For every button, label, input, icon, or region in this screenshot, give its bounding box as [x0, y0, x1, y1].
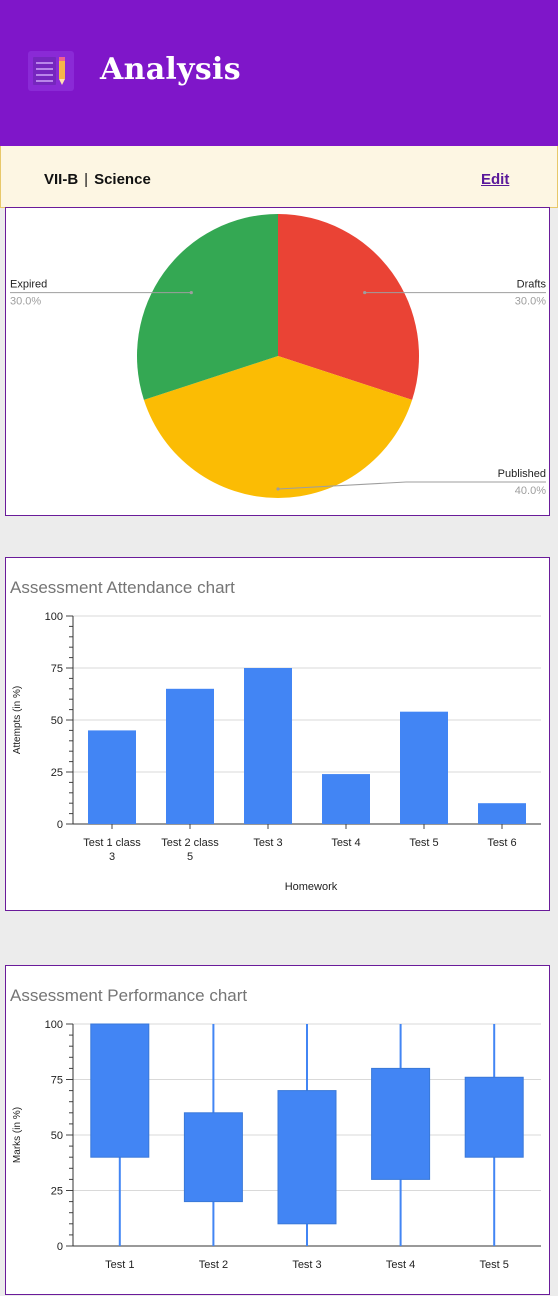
candle-box: [277, 1090, 337, 1225]
x-tick-label: Test 3: [292, 1259, 321, 1271]
bar: [88, 730, 136, 824]
y-axis-title: Marks (in %): [12, 1107, 23, 1163]
pie-label: Drafts: [517, 279, 547, 291]
performance-chart-card: Assessment Performance chart 0 25 50 75 100 T…: [5, 965, 550, 1295]
x-tick-label: 5: [187, 851, 193, 863]
page-title: Analysis: [100, 52, 241, 87]
performance-candlestick-chart: 0 25 50 75 100 Test 1 Test 2 Test 3 Test 4 Test 5…: [12, 1019, 541, 1271]
pie-slice-drafts: [278, 214, 419, 400]
y-tick-label: 50: [51, 1130, 63, 1142]
x-tick-label: Test 1 class: [83, 837, 141, 849]
status-pie-card: Drafts 30.0% Published 40.0% Expired 30.0%: [5, 207, 550, 516]
pie-slice-expired: [136, 214, 278, 400]
y-axis-title: Attempts (in %): [12, 686, 23, 754]
subject-name: Science: [94, 171, 151, 188]
y-tick-label: 25: [51, 767, 63, 779]
pie-percent-label: 30.0%: [10, 296, 41, 308]
candle-box: [183, 1112, 243, 1203]
bar: [166, 688, 214, 824]
notebook-pencil-icon[interactable]: [28, 51, 74, 91]
y-tick-label: 75: [51, 1075, 63, 1087]
x-tick-label: Test 4: [386, 1259, 415, 1271]
x-tick-label: Test 6: [487, 837, 516, 849]
bar: [322, 774, 370, 824]
pie-percent-label: 30.0%: [515, 296, 546, 308]
x-tick-label: Test 2 class: [161, 837, 219, 849]
y-tick-label: 0: [57, 1241, 63, 1253]
candle-box: [90, 1023, 150, 1158]
attendance-chart-card: Assessment Attendance chart 0 25 50 75 100 Te…: [5, 557, 550, 911]
y-tick-label: 0: [57, 819, 63, 831]
pie-leader-line: [277, 481, 546, 490]
chart-title: Assessment Attendance chart: [10, 578, 235, 597]
y-tick-label: 100: [45, 1019, 63, 1031]
pie-slice-published: [143, 356, 413, 498]
chart-title: Assessment Performance chart: [10, 986, 248, 1005]
x-tick-label: Test 3: [253, 837, 282, 849]
pie-label: Expired: [10, 279, 47, 291]
x-axis-title: Homework: [285, 881, 338, 893]
status-pie-chart: Drafts 30.0% Published 40.0% Expired 30.0%: [10, 214, 547, 498]
y-tick-label: 50: [51, 715, 63, 727]
candle-box: [464, 1076, 524, 1158]
x-tick-label: 3: [109, 851, 115, 863]
y-tick-label: 100: [45, 611, 63, 623]
x-tick-label: Test 5: [480, 1259, 509, 1271]
bar: [400, 711, 448, 824]
x-tick-label: Test 2: [199, 1259, 228, 1271]
separator: |: [84, 171, 89, 188]
y-tick-label: 75: [51, 663, 63, 675]
class-name: VII-B: [44, 171, 79, 188]
bar: [478, 803, 526, 824]
pie-label: Published: [498, 468, 546, 480]
x-tick-label: Test 1: [105, 1259, 134, 1271]
edit-link[interactable]: Edit: [481, 171, 510, 188]
app-bar: Analysis: [0, 0, 558, 146]
class-subject-label: VII-B | Science: [44, 171, 151, 188]
candle-box: [371, 1067, 431, 1180]
bar: [244, 668, 292, 824]
x-tick-label: Test 4: [331, 837, 360, 849]
x-tick-label: Test 5: [409, 837, 438, 849]
pie-percent-label: 40.0%: [515, 485, 546, 497]
attendance-bar-chart: 0 25 50 75 100 Test 1 class 3 Test 2 class 5 Test…: [12, 611, 541, 893]
class-subject-bar: VII-B | Science Edit: [0, 146, 558, 208]
y-tick-label: 25: [51, 1186, 63, 1198]
